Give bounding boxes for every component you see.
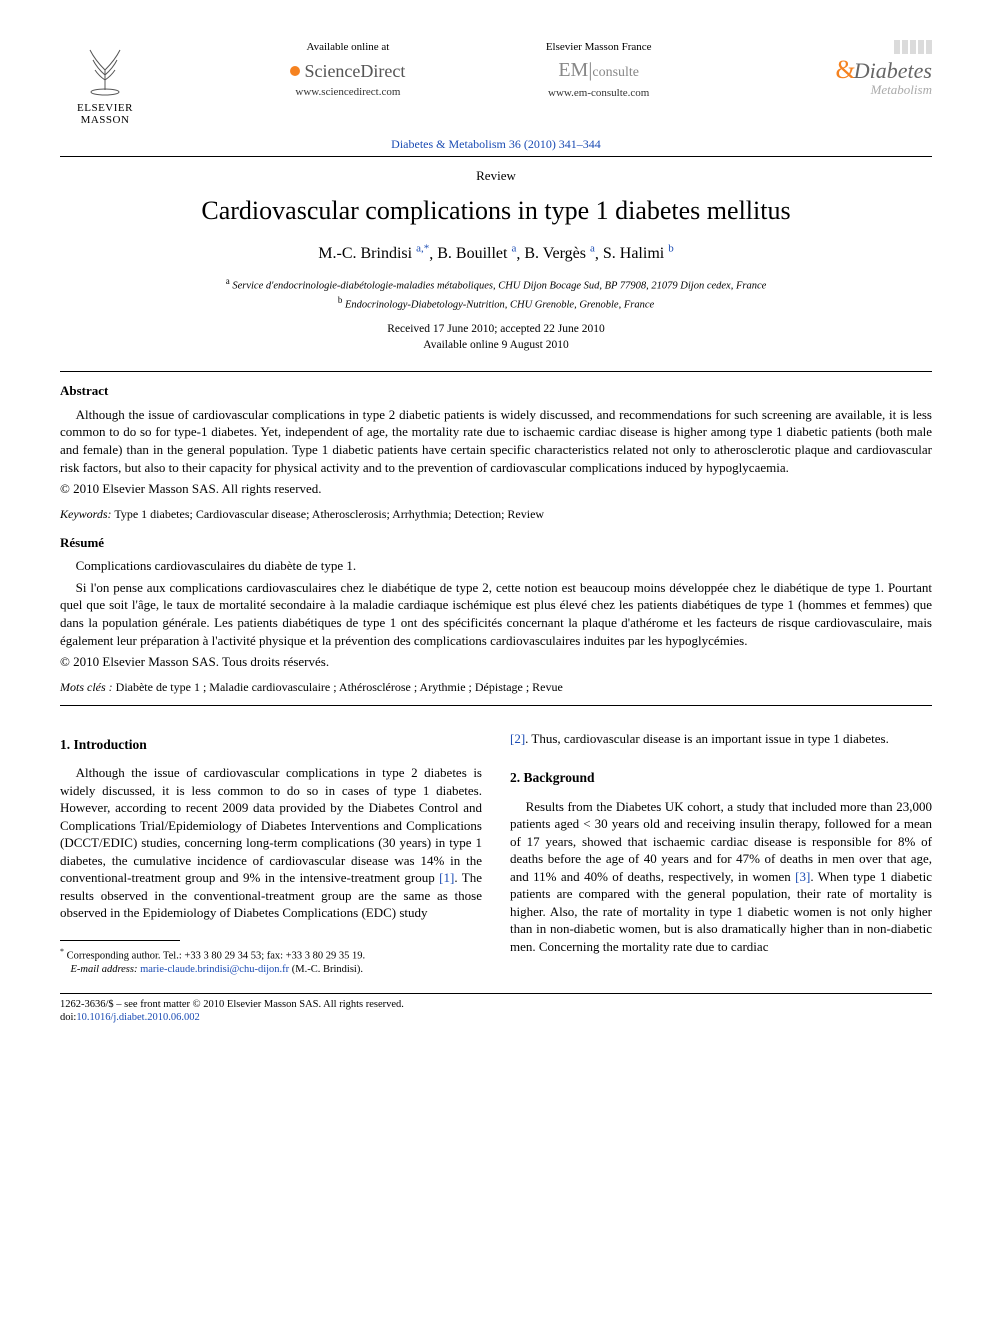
section-1-heading: 1. Introduction — [60, 736, 482, 754]
sciencedirect-logo: ScienceDirect — [290, 59, 405, 83]
abstract-block: Abstract Although the issue of cardiovas… — [60, 371, 932, 705]
abstract-copyright: © 2010 Elsevier Masson SAS. All rights r… — [60, 480, 932, 498]
emconsulte-logo: EM|consulte — [546, 57, 652, 84]
mots-cles-line: Mots clés : Diabète de type 1 ; Maladie … — [60, 679, 932, 695]
footnote-star-icon: * — [60, 947, 64, 956]
ref-link-3[interactable]: [3] — [795, 869, 810, 884]
corresponding-email[interactable]: marie-claude.brindisi@chu-dijon.fr — [140, 964, 289, 975]
available-online-date: Available online 9 August 2010 — [60, 338, 932, 354]
publisher-name-2: MASSON — [81, 114, 130, 126]
authors-line: M.-C. Brindisi a,*, B. Bouillet a, B. Ve… — [60, 242, 932, 265]
section-2-para: Results from the Diabetes UK cohort, a s… — [510, 798, 932, 956]
emconsulte-url: www.em-consulte.com — [546, 86, 652, 101]
doi-link[interactable]: 10.1016/j.diabet.2010.06.002 — [76, 1012, 199, 1023]
publisher-name-1: ELSEVIER — [77, 102, 133, 114]
journal-logo: &Diabetes Metabolism — [792, 40, 932, 99]
body-columns: 1. Introduction Although the issue of ca… — [60, 730, 932, 977]
emconsulte-top-label: Elsevier Masson France — [546, 40, 652, 55]
journal-sub-brand: Metabolism — [792, 81, 932, 99]
section-1-para: Although the issue of cardiovascular com… — [60, 764, 482, 922]
author: B. Vergès a — [524, 245, 595, 262]
affiliation: b Endocrinology-Diabetology-Nutrition, C… — [60, 294, 932, 313]
footer-rule — [60, 993, 932, 994]
section-2-heading: 2. Background — [510, 769, 932, 787]
mots-cles-text: Diabète de type 1 ; Maladie cardiovascul… — [116, 680, 563, 694]
available-online-label: Available online at — [290, 40, 405, 55]
ampersand-icon: & — [836, 55, 856, 84]
keywords-label: Keywords: — [60, 507, 112, 521]
resume-copyright: © 2010 Elsevier Masson SAS. Tous droits … — [60, 653, 932, 671]
header-row: ELSEVIER MASSON Available online at Scie… — [60, 40, 932, 126]
resume-text: Si l'on pense aux complications cardiova… — [60, 579, 932, 649]
ref-link-1[interactable]: [1] — [439, 870, 454, 885]
article-dates: Received 17 June 2010; accepted 22 June … — [60, 322, 932, 353]
section-1-continuation: [2]. Thus, cardiovascular disease is an … — [510, 730, 932, 748]
resume-heading: Résumé — [60, 534, 932, 552]
resume-subtitle: Complications cardiovasculaires du diabè… — [60, 557, 932, 575]
sciencedirect-block: Available online at ScienceDirect www.sc… — [290, 40, 405, 100]
author: B. Bouillet a — [437, 245, 516, 262]
article-title: Cardiovascular complications in type 1 d… — [60, 193, 932, 228]
journal-scribble-icon — [792, 40, 932, 54]
keywords-text: Type 1 diabetes; Cardiovascular disease;… — [114, 507, 544, 521]
abstract-heading: Abstract — [60, 382, 932, 400]
mots-cles-label: Mots clés : — [60, 680, 113, 694]
elsevier-tree-icon — [75, 40, 135, 100]
footer-line: 1262-3636/$ – see front matter © 2010 El… — [60, 998, 932, 1025]
sd-orange-dot-icon — [290, 66, 300, 76]
citation-line: Diabetes & Metabolism 36 (2010) 341–344 — [60, 136, 932, 152]
affiliation: a Service d'endocrinologie-diabétologie-… — [60, 275, 932, 294]
right-column: [2]. Thus, cardiovascular disease is an … — [510, 730, 932, 977]
publisher-logo: ELSEVIER MASSON — [60, 40, 150, 126]
doi-prefix: doi: — [60, 1012, 76, 1023]
author: M.-C. Brindisi a,* — [318, 245, 429, 262]
article-type: Review — [60, 167, 932, 185]
corresponding-author-text: Corresponding author. Tel.: +33 3 80 29 … — [67, 950, 365, 961]
left-column: 1. Introduction Although the issue of ca… — [60, 730, 482, 977]
email-label: E-mail address: — [71, 964, 138, 975]
journal-brand: &Diabetes — [792, 58, 932, 81]
sciencedirect-brand: ScienceDirect — [304, 59, 405, 83]
em-brand-em: EM — [558, 59, 588, 81]
email-who: (M.-C. Brindisi). — [292, 964, 363, 975]
author: S. Halimi b — [603, 245, 674, 262]
header-rule — [60, 156, 932, 157]
affiliations: a Service d'endocrinologie-diabétologie-… — [60, 275, 932, 312]
abstract-text: Although the issue of cardiovascular com… — [60, 406, 932, 476]
received-accepted-date: Received 17 June 2010; accepted 22 June … — [60, 322, 932, 338]
corresponding-footnote: * Corresponding author. Tel.: +33 3 80 2… — [60, 947, 482, 977]
keywords-line: Keywords: Type 1 diabetes; Cardiovascula… — [60, 506, 932, 522]
footnote-rule — [60, 940, 180, 941]
ref-link-2[interactable]: [2] — [510, 731, 525, 746]
emconsulte-block: Elsevier Masson France EM|consulte www.e… — [546, 40, 652, 101]
sciencedirect-url: www.sciencedirect.com — [290, 85, 405, 100]
issn-line: 1262-3636/$ – see front matter © 2010 El… — [60, 998, 932, 1012]
em-brand-consulte: consulte — [592, 65, 639, 80]
